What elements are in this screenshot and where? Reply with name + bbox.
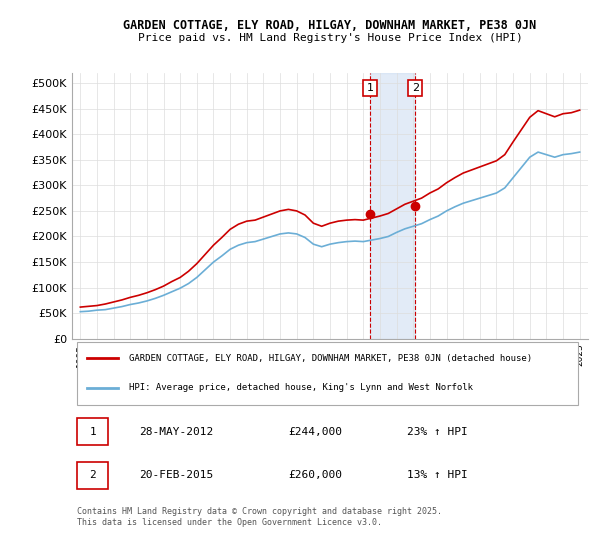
Text: Contains HM Land Registry data © Crown copyright and database right 2025.
This d: Contains HM Land Registry data © Crown c… <box>77 507 442 526</box>
FancyBboxPatch shape <box>77 461 108 489</box>
Text: 2: 2 <box>412 83 419 93</box>
Bar <box>370 73 415 339</box>
FancyBboxPatch shape <box>77 418 108 445</box>
Text: GARDEN COTTAGE, ELY ROAD, HILGAY, DOWNHAM MARKET, PE38 0JN: GARDEN COTTAGE, ELY ROAD, HILGAY, DOWNHA… <box>124 18 536 32</box>
Text: 13% ↑ HPI: 13% ↑ HPI <box>407 470 468 480</box>
Text: 2: 2 <box>89 470 96 480</box>
Text: GARDEN COTTAGE, ELY ROAD, HILGAY, DOWNHAM MARKET, PE38 0JN (detached house): GARDEN COTTAGE, ELY ROAD, HILGAY, DOWNHA… <box>129 354 532 363</box>
Text: 1: 1 <box>89 427 96 437</box>
Text: HPI: Average price, detached house, King's Lynn and West Norfolk: HPI: Average price, detached house, King… <box>129 383 473 393</box>
Text: 1: 1 <box>367 83 374 93</box>
FancyBboxPatch shape <box>77 342 578 405</box>
Text: £260,000: £260,000 <box>289 470 343 480</box>
Text: 23% ↑ HPI: 23% ↑ HPI <box>407 427 468 437</box>
Text: £244,000: £244,000 <box>289 427 343 437</box>
Text: 20-FEB-2015: 20-FEB-2015 <box>139 470 214 480</box>
Text: Price paid vs. HM Land Registry's House Price Index (HPI): Price paid vs. HM Land Registry's House … <box>137 33 523 43</box>
Text: 28-MAY-2012: 28-MAY-2012 <box>139 427 214 437</box>
